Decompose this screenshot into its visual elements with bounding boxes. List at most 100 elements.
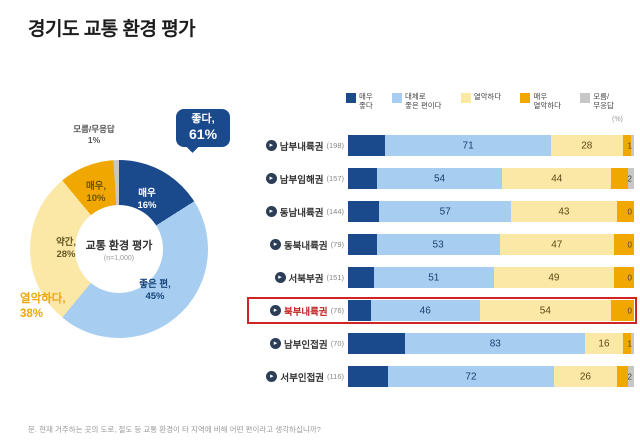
callout-text: 좋다, (191, 113, 215, 125)
row-label: ▸ 남부임해권 (157) (250, 172, 344, 186)
donut-center: 교통 환경 평가 (n=1,000) (75, 205, 163, 293)
bar-row: ▸ 서부인접권 (116) 72 26 2 (250, 366, 634, 387)
donut-chart: 교통 환경 평가 (n=1,000) 매우 16% 좋은 편, 45% 약간, 28%… (30, 160, 208, 338)
row-label: ▸ 남부내륙권 (198) (250, 139, 344, 153)
segment-bad (511, 201, 617, 222)
donut-label-bad-total: 열악하다, 38% (20, 293, 66, 320)
segment-dont-know (631, 333, 634, 354)
segment-very-good (348, 201, 380, 222)
stacked-bar: 83 16 1 (348, 333, 634, 354)
donut-label-good: 좋은 편, 45% (139, 279, 171, 302)
dont-know-value: 2 (627, 372, 632, 381)
legend-label: 모름/무응답 (593, 92, 614, 111)
segment-very-good (348, 300, 371, 321)
segment-bad (493, 267, 614, 288)
segment-good (405, 333, 586, 354)
row-label: ▸ 동북내륙권 (79) (250, 238, 344, 252)
legend-swatch (520, 93, 531, 103)
callout-value: 61% (189, 126, 218, 143)
region-name: 북부내륙권 (283, 306, 328, 318)
bar-row: ▸ 남부인접권 (70) 83 16 1 (250, 333, 634, 354)
stacked-bar: 57 43 0 (348, 201, 634, 222)
good-total-value: 72 (465, 371, 477, 382)
sample-size: (151) (326, 273, 344, 282)
segment-very-good (348, 234, 377, 255)
segment-bad (502, 168, 612, 189)
segment-good (385, 135, 552, 156)
footnote: 문. 현재 거주하는 곳의 도로, 철도 등 교통 환경이 타 지역에 비해 어… (28, 425, 321, 434)
region-name: 남부임해권 (279, 174, 324, 186)
legend-swatch (391, 93, 402, 103)
row-label: ▸ 북부내륙권 (76) (250, 304, 344, 318)
bad-total-value: 54 (539, 305, 551, 316)
sample-size: (79) (330, 240, 344, 249)
sample-size: (76) (330, 306, 344, 315)
region-name: 동북내륙권 (283, 240, 328, 252)
row-bullet-icon: ▸ (269, 239, 281, 250)
segment-good (370, 300, 480, 321)
stacked-bar: 72 26 2 (348, 366, 634, 387)
donut-label-very-bad: 매우, 10% (85, 181, 107, 204)
segment-very-bad (613, 267, 634, 288)
segment-very-bad (622, 135, 632, 156)
segment-bad (551, 135, 623, 156)
row-label: ▸ 서부인접권 (116) (250, 370, 344, 384)
region-name: 서부인접권 (280, 372, 325, 384)
sample-size: (144) (326, 207, 344, 216)
donut-label-dont-know: 모름/무응답 1% (73, 124, 115, 146)
good-total-value: 46 (419, 305, 431, 316)
dont-know-value: 0 (627, 273, 632, 282)
segment-dont-know (628, 366, 634, 387)
good-total-callout: 좋다, 61% (176, 109, 231, 153)
dont-know-value: 1 (627, 141, 632, 150)
legend-label: 대체로 좋은 편이다 (404, 92, 442, 111)
donut-center-sub: (n=1,000) (103, 254, 135, 262)
segment-good (379, 201, 511, 222)
segment-good (373, 267, 494, 288)
row-label: ▸ 남부인접권 (70) (250, 337, 344, 351)
bar-row: ▸ 서북부권 (151) 51 49 0 (250, 267, 634, 288)
good-total-value: 83 (489, 338, 501, 349)
legend-swatch (346, 93, 356, 103)
sample-size: (198) (326, 141, 344, 150)
bar-row: ▸ 동북내륙권 (79) 53 47 0 (250, 234, 634, 255)
legend-item: 매우 열악하다 (520, 92, 561, 111)
good-total-value: 51 (428, 272, 440, 283)
sample-size: (70) (330, 339, 344, 348)
good-total-value: 54 (433, 173, 446, 184)
segment-bad (479, 300, 612, 321)
stacked-bar: 53 47 0 (348, 234, 634, 255)
legend-label: 열악하다 (473, 92, 502, 101)
good-total-value: 71 (462, 140, 474, 151)
dont-know-value: 1 (627, 339, 632, 348)
legend-swatch (580, 93, 591, 103)
row-bullet-icon: ▸ (265, 140, 277, 151)
segment-very-good (348, 135, 386, 156)
segment-very-good (348, 366, 389, 387)
legend-item: 모름/무응답 (580, 92, 614, 111)
bar-row: ▸ 동남내륙권 (144) 57 43 0 (250, 201, 634, 222)
segment-very-good (348, 267, 374, 288)
segment-dont-know (628, 168, 634, 189)
row-bullet-icon: ▸ (269, 338, 281, 349)
bad-total-value: 16 (598, 338, 610, 349)
sample-size: (157) (326, 174, 344, 183)
bad-total-value: 49 (548, 272, 560, 283)
region-name: 동남내륙권 (279, 207, 324, 219)
stacked-bar: 46 54 0 (348, 300, 634, 321)
dont-know-value: 0 (627, 240, 632, 249)
segment-very-bad (611, 168, 629, 189)
bar-chart: ▸ 남부내륙권 (198) 71 28 1 ▸ 남부임해권 (157) 54 (247, 135, 637, 399)
good-total-value: 53 (432, 239, 444, 250)
bad-total-value: 43 (558, 206, 570, 217)
region-name: 남부인접권 (283, 339, 328, 351)
percent-unit-label: (%) (612, 116, 623, 123)
region-name: 남부내륙권 (279, 141, 324, 153)
segment-very-good (348, 168, 377, 189)
page-title: 경기도 교통 환경 평가 (28, 19, 196, 40)
segment-very-bad (611, 300, 634, 321)
legend: 매우 좋다 대체로 좋은 편이다 열악하다 매우 열악하다 모름/무응답 (346, 92, 614, 111)
donut-label-bad: 약간, 28% (55, 237, 77, 260)
segment-very-bad (616, 366, 629, 387)
segment-good (376, 168, 503, 189)
